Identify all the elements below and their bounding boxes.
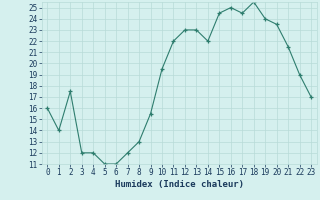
X-axis label: Humidex (Indice chaleur): Humidex (Indice chaleur)	[115, 180, 244, 189]
